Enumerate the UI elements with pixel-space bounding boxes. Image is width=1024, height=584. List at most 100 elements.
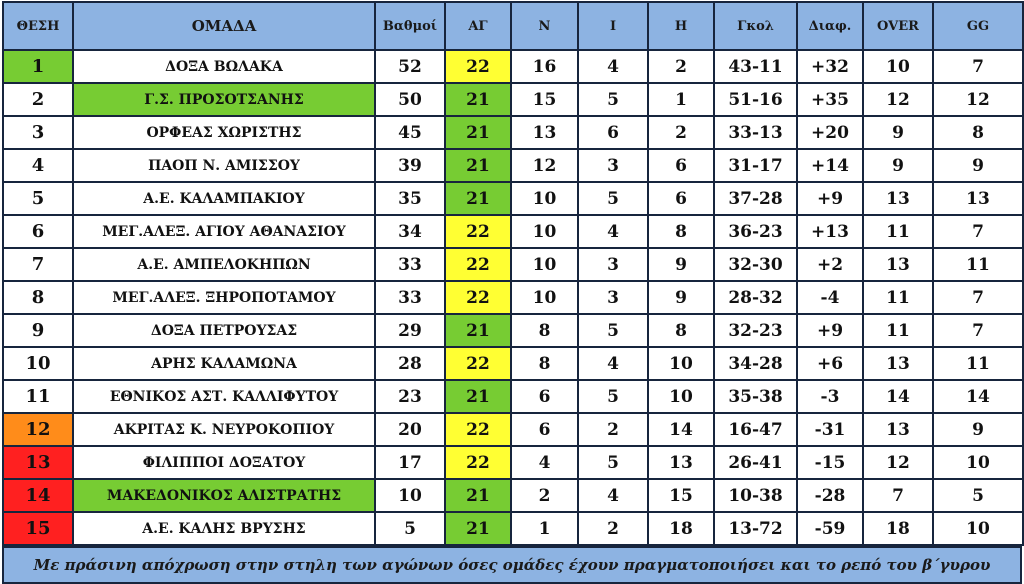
draws-cell: 4 (577, 346, 649, 381)
draws-cell: 5 (577, 445, 649, 480)
over-cell: 11 (862, 313, 934, 348)
points-cell: 5 (374, 511, 446, 546)
table-row: 15 Α.Ε. ΚΑΛΗΣ ΒΡΥΣΗΣ 5 21 1 2 18 13-72 -59 18 10 (2, 511, 1024, 546)
losses-cell: 6 (647, 181, 715, 216)
losses-cell: 10 (647, 379, 715, 414)
position-cell: 12 (2, 412, 74, 447)
wins-cell: 4 (510, 445, 579, 480)
points-cell: 29 (374, 313, 446, 348)
position-cell: 6 (2, 214, 74, 249)
over-cell: 14 (862, 379, 934, 414)
games-cell: 21 (444, 82, 512, 117)
wins-cell: 1 (510, 511, 579, 546)
draws-cell: 4 (577, 214, 649, 249)
over-cell: 18 (862, 511, 934, 546)
team-cell: ΑΚΡΙΤΑΣ Κ. ΝΕΥΡΟΚΟΠΙΟΥ (72, 412, 376, 447)
difference-cell: -4 (796, 280, 864, 315)
goals-cell: 13-72 (713, 511, 798, 546)
games-cell: 22 (444, 214, 512, 249)
over-cell: 12 (862, 82, 934, 117)
games-cell: 21 (444, 181, 512, 216)
games-cell: 22 (444, 247, 512, 282)
wins-cell: 8 (510, 346, 579, 381)
table-row: 12 ΑΚΡΙΤΑΣ Κ. ΝΕΥΡΟΚΟΠΙΟΥ 20 22 6 2 14 16-47 -31… (2, 412, 1024, 447)
games-cell: 22 (444, 445, 512, 480)
header-draws: Ι (577, 1, 649, 51)
gg-cell: 11 (932, 247, 1024, 282)
gg-cell: 7 (932, 214, 1024, 249)
draws-cell: 5 (577, 181, 649, 216)
gg-cell: 5 (932, 478, 1024, 513)
wins-cell: 16 (510, 49, 579, 84)
games-cell: 22 (444, 412, 512, 447)
gg-cell: 9 (932, 148, 1024, 183)
points-cell: 28 (374, 346, 446, 381)
team-cell: Γ.Σ. ΠΡΟΣΟΤΣΑΝΗΣ (72, 82, 376, 117)
team-cell: ΠΑΟΠ Ν. ΑΜΙΣΣΟΥ (72, 148, 376, 183)
draws-cell: 2 (577, 412, 649, 447)
position-cell: 1 (2, 49, 74, 84)
difference-cell: +9 (796, 313, 864, 348)
team-cell: ΔΟΞΑ ΠΕΤΡΟΥΣΑΣ (72, 313, 376, 348)
team-cell: Α.Ε. ΚΑΛΑΜΠΑΚΙΟΥ (72, 181, 376, 216)
team-cell: ΦΙΛΙΠΠΟΙ ΔΟΞΑΤΟΥ (72, 445, 376, 480)
losses-cell: 10 (647, 346, 715, 381)
team-cell: ΑΡΗΣ ΚΑΛΑΜΩΝΑ (72, 346, 376, 381)
gg-cell: 7 (932, 280, 1024, 315)
gg-cell: 13 (932, 181, 1024, 216)
points-cell: 35 (374, 181, 446, 216)
gg-cell: 10 (932, 445, 1024, 480)
wins-cell: 8 (510, 313, 579, 348)
losses-cell: 8 (647, 214, 715, 249)
draws-cell: 5 (577, 379, 649, 414)
over-cell: 13 (862, 346, 934, 381)
draws-cell: 4 (577, 49, 649, 84)
header-points: Βαθμοί (374, 1, 446, 51)
position-cell: 11 (2, 379, 74, 414)
difference-cell: +20 (796, 115, 864, 150)
team-cell: Α.Ε. ΚΑΛΗΣ ΒΡΥΣΗΣ (72, 511, 376, 546)
over-cell: 9 (862, 115, 934, 150)
over-cell: 11 (862, 214, 934, 249)
difference-cell: +32 (796, 49, 864, 84)
table-row: 14 ΜΑΚΕΔΟΝΙΚΟΣ ΑΛΙΣΤΡΑΤΗΣ 10 21 2 4 15 10-38 -28… (2, 478, 1024, 513)
draws-cell: 4 (577, 478, 649, 513)
points-cell: 39 (374, 148, 446, 183)
gg-cell: 7 (932, 313, 1024, 348)
over-cell: 13 (862, 181, 934, 216)
difference-cell: -59 (796, 511, 864, 546)
points-cell: 10 (374, 478, 446, 513)
difference-cell: -28 (796, 478, 864, 513)
goals-cell: 34-28 (713, 346, 798, 381)
over-cell: 11 (862, 280, 934, 315)
gg-cell: 12 (932, 82, 1024, 117)
losses-cell: 2 (647, 49, 715, 84)
goals-cell: 36-23 (713, 214, 798, 249)
games-cell: 22 (444, 346, 512, 381)
goals-cell: 35-38 (713, 379, 798, 414)
wins-cell: 10 (510, 247, 579, 282)
difference-cell: -31 (796, 412, 864, 447)
header-gg: GG (932, 1, 1024, 51)
table-row: 13 ΦΙΛΙΠΠΟΙ ΔΟΞΑΤΟΥ 17 22 4 5 13 26-41 -15 12 10 (2, 445, 1024, 480)
losses-cell: 1 (647, 82, 715, 117)
gg-cell: 10 (932, 511, 1024, 546)
points-cell: 33 (374, 247, 446, 282)
draws-cell: 5 (577, 82, 649, 117)
header-over: OVER (862, 1, 934, 51)
over-cell: 10 (862, 49, 934, 84)
table-row: 4 ΠΑΟΠ Ν. ΑΜΙΣΣΟΥ 39 21 12 3 6 31-17 +14 9 9 (2, 148, 1024, 183)
table-row: 8 ΜΕΓ.ΑΛΕΞ. ΞΗΡΟΠΟΤΑΜΟΥ 33 22 10 3 9 28-32 -4 11 7 (2, 280, 1024, 315)
gg-cell: 14 (932, 379, 1024, 414)
wins-cell: 10 (510, 280, 579, 315)
losses-cell: 9 (647, 247, 715, 282)
team-cell: Α.Ε. ΑΜΠΕΛΟΚΗΠΩΝ (72, 247, 376, 282)
team-cell: ΜΕΓ.ΑΛΕΞ. ΞΗΡΟΠΟΤΑΜΟΥ (72, 280, 376, 315)
points-cell: 23 (374, 379, 446, 414)
difference-cell: +14 (796, 148, 864, 183)
losses-cell: 8 (647, 313, 715, 348)
losses-cell: 15 (647, 478, 715, 513)
wins-cell: 6 (510, 379, 579, 414)
wins-cell: 12 (510, 148, 579, 183)
points-cell: 50 (374, 82, 446, 117)
